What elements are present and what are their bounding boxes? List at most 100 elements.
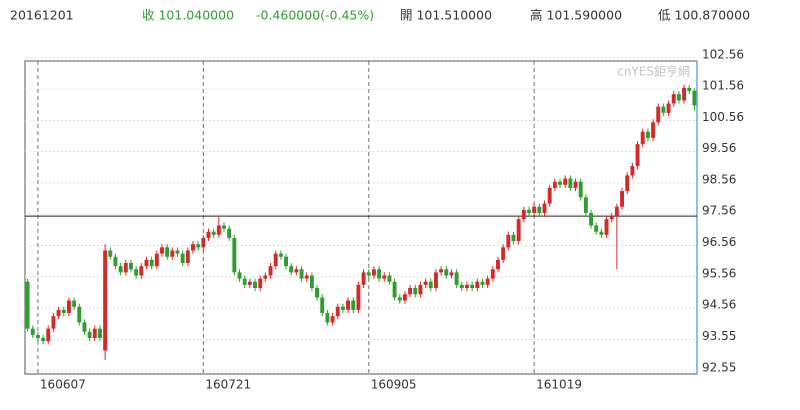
candle-body [501, 247, 506, 260]
candle-body [82, 322, 87, 332]
candle-body [630, 166, 635, 176]
candle-body [201, 237, 206, 248]
candle-body [41, 338, 46, 342]
candle-body [521, 209, 526, 220]
candle-body [625, 175, 630, 192]
candle-body [170, 250, 175, 257]
candle-body [640, 131, 645, 145]
x-tick-label: 160905 [371, 378, 417, 392]
candle-body [656, 106, 661, 123]
candle-body [165, 247, 170, 257]
candle-body [428, 281, 433, 289]
candle-body [614, 206, 619, 217]
candle-body [449, 272, 454, 276]
candle-body [459, 284, 464, 289]
y-tick-label: 96.56 [702, 235, 736, 249]
candle-body [542, 203, 547, 213]
candle-body [273, 253, 278, 267]
candle-body [594, 225, 599, 232]
candle-body [206, 231, 211, 238]
candle-body [294, 269, 299, 273]
candle-body [568, 178, 573, 188]
candle-body [470, 284, 475, 289]
candle-body [635, 144, 640, 167]
candle-body [92, 328, 97, 339]
y-tick-label: 97.56 [702, 204, 736, 218]
candle-body [408, 288, 413, 295]
candle-body [253, 281, 257, 289]
candle-body [558, 181, 562, 185]
candle-body [346, 300, 351, 310]
candle-body [123, 262, 128, 273]
candle-body [687, 87, 692, 92]
y-tick-label: 101.56 [702, 79, 744, 93]
header-change: -0.460000(-0.45%) [256, 8, 374, 23]
candle-body [284, 256, 289, 267]
candle-body [620, 191, 625, 207]
candle-body [30, 328, 35, 335]
candle-body [320, 297, 325, 314]
candle-body [351, 300, 356, 310]
candle-body [149, 259, 154, 267]
candle-body [25, 281, 30, 329]
x-tick-label: 161019 [536, 378, 582, 392]
x-tick-label: 160607 [40, 378, 86, 392]
candle-body [335, 306, 340, 317]
candle-body [361, 272, 366, 285]
candle-body [682, 87, 687, 101]
candle-body [97, 328, 102, 339]
candle-body [191, 244, 195, 251]
candle-body [315, 288, 320, 298]
header-date: 20161201 [10, 8, 74, 23]
candle-body [268, 266, 273, 276]
candle-body [66, 300, 71, 314]
candle-body [356, 284, 361, 310]
header-low: 低 100.870000 [658, 8, 750, 23]
candle-body [299, 269, 304, 279]
candle-body [371, 269, 376, 276]
candle-body [604, 219, 609, 235]
candle-body [589, 212, 593, 226]
candle-body [578, 181, 583, 198]
y-tick-label: 94.56 [702, 298, 736, 312]
candle-body [397, 297, 402, 301]
candle-body [532, 206, 537, 213]
candle-body [651, 122, 656, 138]
candle-body [418, 284, 423, 295]
candle-body [51, 316, 56, 329]
candle-body [113, 256, 118, 267]
candle-body [511, 234, 516, 242]
candle-body [196, 244, 201, 248]
candle-body [645, 131, 650, 138]
y-tick-label: 99.56 [702, 141, 736, 155]
candle-body [134, 269, 139, 276]
candle-body [402, 294, 407, 301]
candle-body [692, 90, 697, 106]
candle-body [258, 278, 263, 289]
candle-body [387, 275, 392, 282]
y-tick-label: 93.55 [702, 329, 736, 343]
candle-body [340, 306, 345, 310]
candle-body [278, 253, 283, 257]
candle-body [211, 231, 216, 235]
y-tick-label: 92.55 [702, 360, 736, 374]
candle-body [676, 94, 681, 101]
candle-body [444, 269, 449, 276]
candle-body [666, 103, 671, 113]
candle-body [439, 269, 444, 273]
candle-body [465, 284, 469, 289]
candle-body [35, 334, 40, 339]
candle-body [61, 309, 66, 314]
candle-body [563, 178, 568, 185]
candle-body [366, 272, 371, 276]
candle-body [454, 272, 459, 285]
candle-body [185, 250, 190, 263]
candle-body [609, 216, 614, 220]
watermark: cnYES鉅亨網 [617, 64, 690, 79]
y-tick-label: 98.56 [702, 172, 736, 186]
x-tick-label: 160721 [205, 378, 251, 392]
candle-body [232, 237, 237, 273]
candle-body [144, 259, 149, 267]
candle-body [77, 306, 82, 323]
